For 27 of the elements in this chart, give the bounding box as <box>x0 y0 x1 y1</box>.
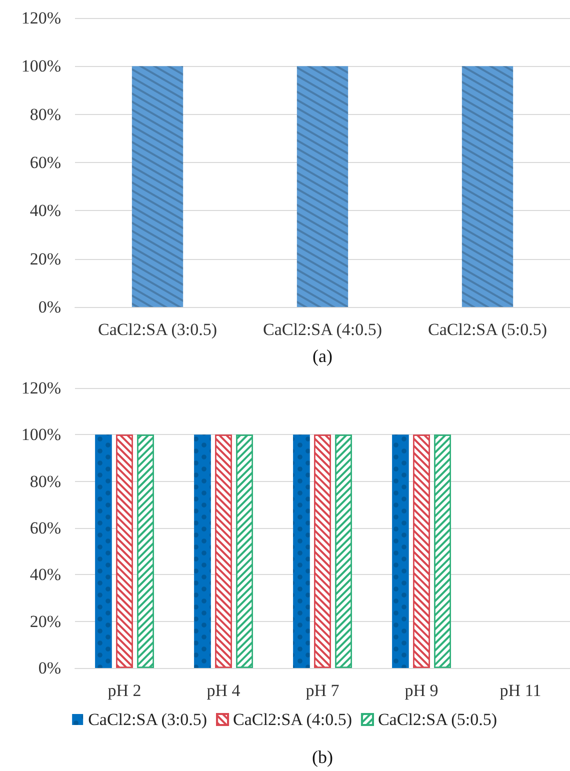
x-tick-label: pH 2 <box>108 681 142 700</box>
x-axis-title: (b) <box>312 747 333 767</box>
x-tick-label: pH 7 <box>306 681 340 700</box>
y-tick-label: 20% <box>30 249 61 268</box>
legend-label: CaCl2:SA (3:0.5) <box>88 710 208 729</box>
y-tick-label: 20% <box>30 612 61 631</box>
y-tick-label: 100% <box>21 56 61 76</box>
x-tick-label: pH 9 <box>404 681 438 700</box>
x-tick-label: CaCl2:SA (3:0.5) <box>98 320 218 339</box>
x-tick-label: pH 11 <box>500 681 542 700</box>
y-tick-label: 60% <box>30 518 61 538</box>
y-tick-label: 120% <box>21 8 61 28</box>
y-tick-label: 60% <box>30 153 61 172</box>
y-tick-label: 100% <box>21 425 61 444</box>
y-tick-label: 80% <box>30 104 61 124</box>
y-tick-label: 40% <box>30 201 61 220</box>
x-tick-label: CaCl2:SA (5:0.5) <box>428 320 548 339</box>
y-tick-label: 120% <box>21 378 61 398</box>
x-tick-label: CaCl2:SA (4:0.5) <box>262 320 382 339</box>
y-tick-label: 0% <box>38 658 61 678</box>
legend-label: CaCl2:SA (5:0.5) <box>378 710 497 729</box>
x-tick-label: pH 4 <box>206 681 241 700</box>
y-tick-label: 0% <box>38 298 61 316</box>
legend-label: CaCl2:SA (4:0.5) <box>233 710 352 729</box>
y-tick-label: 40% <box>30 565 61 584</box>
x-axis-title: (a) <box>312 346 332 366</box>
y-tick-label: 80% <box>30 472 61 491</box>
